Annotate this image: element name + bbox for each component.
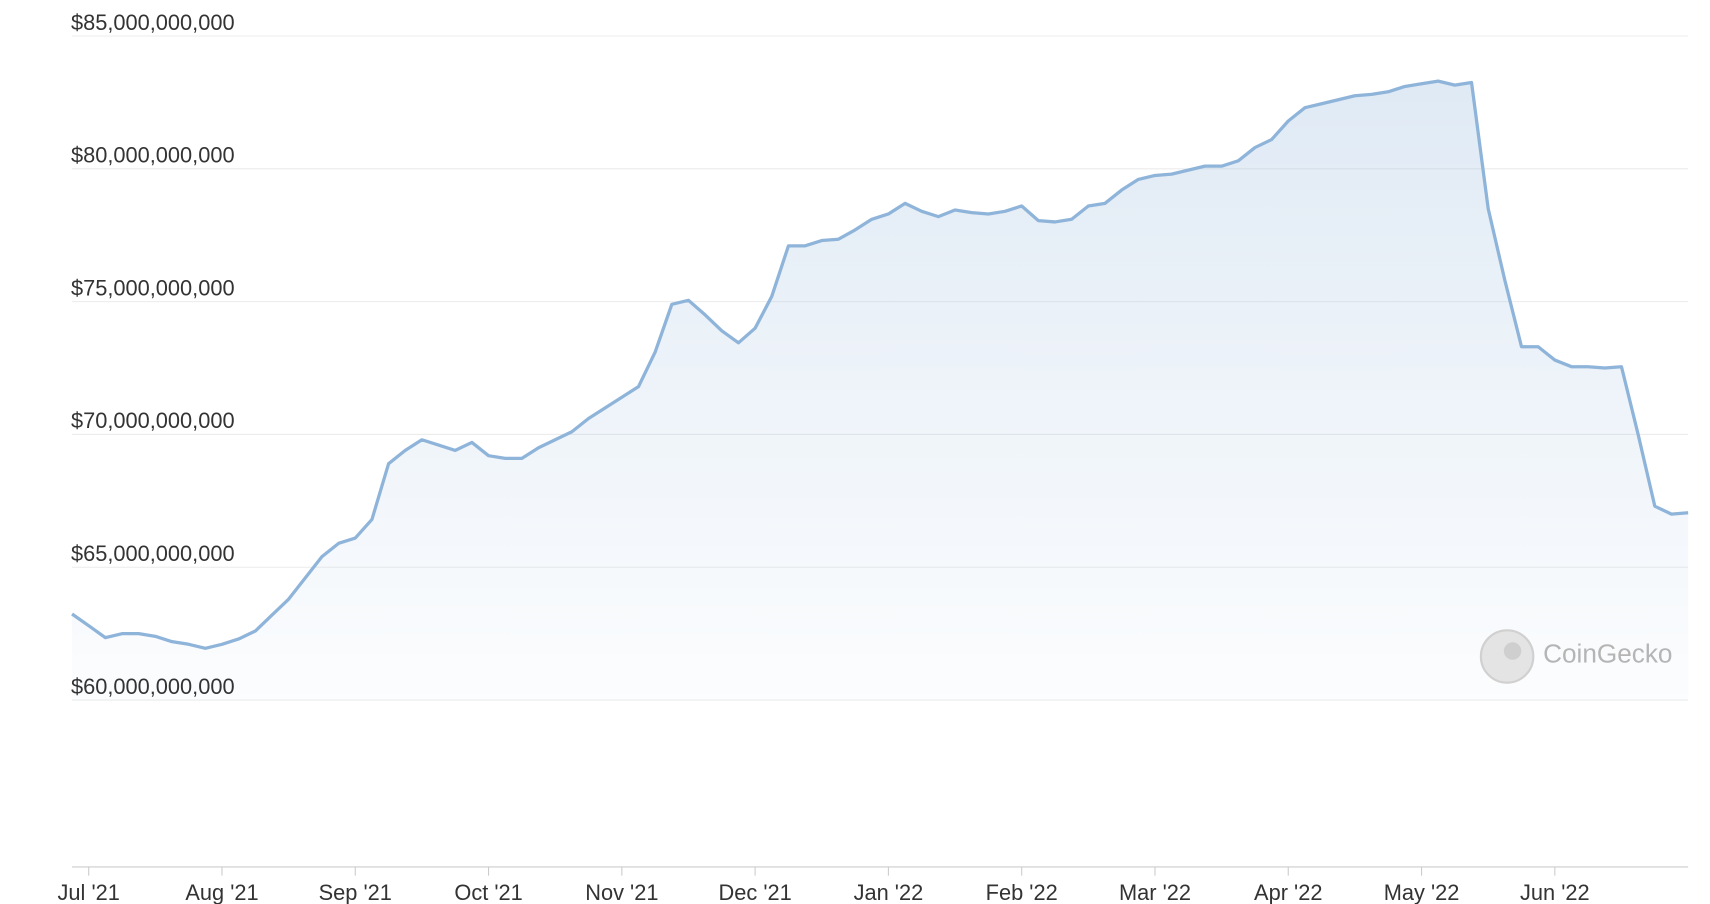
x-tick-label: Apr '22: [1254, 880, 1322, 904]
x-tick-label: Sep '21: [319, 880, 392, 904]
x-tick-label: May '22: [1384, 880, 1460, 904]
x-tick-label: Dec '21: [719, 880, 792, 904]
y-tick-label: $70,000,000,000: [71, 408, 235, 433]
x-tick-label: Aug '21: [185, 880, 258, 904]
y-tick-label: $75,000,000,000: [71, 275, 235, 300]
y-tick-label: $80,000,000,000: [71, 143, 235, 168]
y-tick-label: $65,000,000,000: [71, 541, 235, 566]
watermark: CoinGecko: [1479, 629, 1672, 684]
area: [72, 81, 1689, 701]
watermark-text: CoinGecko: [1543, 638, 1672, 668]
x-tick-label: Jan '22: [854, 880, 924, 904]
x-tick-label: Oct '21: [454, 880, 522, 904]
x-tick-label: Jul '21: [58, 880, 120, 904]
y-tick-label: $85,000,000,000: [71, 10, 235, 35]
x-tick-label: Nov '21: [585, 880, 658, 904]
x-tick-label: Mar '22: [1119, 880, 1191, 904]
line: [71, 79, 1689, 650]
x-tick-label: Jun '22: [1520, 880, 1590, 904]
watermark-logo-eye: [1503, 642, 1522, 660]
x-tick-label: Feb '22: [986, 880, 1058, 904]
y-tick-label: $60,000,000,000: [71, 674, 235, 699]
